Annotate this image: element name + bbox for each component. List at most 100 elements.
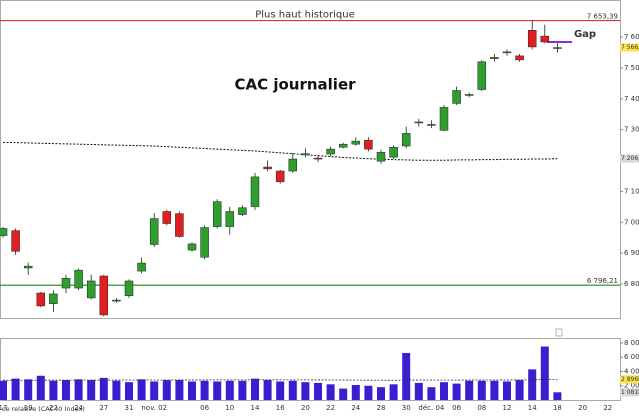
volume-tick-label: 6 000k bbox=[624, 353, 639, 361]
y-tick-label: 7 600 bbox=[624, 33, 639, 41]
candle-body bbox=[49, 293, 58, 305]
x-tick-label: 19 bbox=[24, 404, 33, 412]
volume-bar bbox=[377, 387, 385, 400]
volume-bar bbox=[540, 346, 549, 400]
volume-bar bbox=[74, 379, 83, 400]
level-label: 6 796,21 bbox=[587, 277, 618, 285]
volume-average bbox=[2, 378, 558, 381]
candle-body bbox=[338, 143, 348, 148]
x-tick-label: 14 bbox=[251, 404, 260, 412]
volume-bar bbox=[515, 380, 524, 400]
candle-body bbox=[376, 151, 386, 162]
gap-label: Gap bbox=[574, 29, 596, 40]
x-tick-label: 16 bbox=[276, 404, 285, 412]
x-tick-label: 22 bbox=[603, 404, 612, 412]
candle-body bbox=[162, 211, 172, 224]
volume-bar bbox=[427, 387, 436, 400]
volume-bar bbox=[326, 384, 335, 400]
volume-bar bbox=[288, 380, 297, 400]
volume-bar bbox=[389, 384, 398, 400]
volume-bar bbox=[477, 380, 486, 400]
volume-bar bbox=[238, 380, 247, 400]
volume-average-value-box bbox=[620, 375, 639, 384]
candle-body bbox=[439, 107, 449, 131]
candle-body bbox=[0, 228, 8, 236]
record-label: Plus haut historique bbox=[255, 10, 355, 21]
volume-tick-label: 8 000k bbox=[624, 339, 639, 347]
candle-body bbox=[187, 243, 197, 251]
volume-bar bbox=[503, 381, 511, 400]
candle-body bbox=[288, 158, 298, 172]
volume-bar bbox=[112, 380, 121, 400]
x-tick-label: nov. 02 bbox=[141, 404, 167, 412]
x-tick-label: 17 bbox=[0, 404, 7, 412]
volume-bar bbox=[99, 377, 108, 400]
volume-bar bbox=[414, 382, 423, 400]
x-tick-label: 20 bbox=[578, 404, 587, 412]
volume-bar bbox=[0, 380, 7, 400]
x-tick-label: 22 bbox=[326, 404, 335, 412]
x-tick-label: 24 bbox=[74, 404, 83, 412]
x-tick-label: 08 bbox=[477, 404, 486, 412]
candle-body bbox=[364, 139, 373, 150]
ma-value-box bbox=[620, 154, 639, 163]
candle-body bbox=[23, 265, 33, 269]
candle-body bbox=[351, 140, 361, 145]
y-tick-label: 7 000 bbox=[624, 218, 639, 226]
candle-body bbox=[553, 47, 562, 49]
volume-bar bbox=[351, 385, 360, 400]
volume-last-value: 1 081k bbox=[621, 389, 639, 396]
candle-body bbox=[275, 170, 285, 183]
volume-bar bbox=[452, 383, 461, 400]
volume-bar bbox=[125, 382, 133, 400]
candle-body bbox=[225, 211, 235, 227]
x-tick-label: 06 bbox=[200, 404, 209, 412]
x-tick-label: 18 bbox=[553, 404, 562, 412]
candle-body bbox=[326, 148, 335, 155]
candle-body bbox=[250, 176, 260, 207]
x-tick-label: 20 bbox=[301, 404, 310, 412]
candle-body bbox=[502, 51, 512, 54]
volume-bar bbox=[364, 385, 373, 400]
y-tick-label: 7 100 bbox=[624, 187, 639, 195]
y-tick-label: 7 300 bbox=[624, 126, 639, 134]
volume-bar bbox=[490, 380, 499, 400]
candle-body bbox=[464, 94, 474, 96]
volume-bar bbox=[162, 380, 171, 400]
candle-body bbox=[263, 166, 272, 170]
volume-bar bbox=[225, 380, 234, 400]
volume-bar bbox=[251, 378, 259, 400]
candle-body bbox=[515, 55, 524, 61]
x-tick-label: déc. 04 bbox=[418, 404, 445, 412]
moving-average bbox=[2, 141, 558, 161]
last-price-box bbox=[620, 43, 639, 52]
y-tick-label: 6 900 bbox=[624, 249, 639, 257]
x-tick-label: 31 bbox=[125, 404, 134, 412]
x-tick-label: 24 bbox=[351, 404, 360, 412]
y-tick-label: 6 800 bbox=[624, 280, 639, 288]
volume-bar bbox=[24, 379, 33, 400]
volume-bar bbox=[62, 380, 70, 400]
candle-body bbox=[212, 201, 222, 227]
volume-average-value: 2 896k bbox=[621, 376, 639, 383]
candle-body bbox=[200, 227, 209, 258]
volume-bar bbox=[440, 382, 448, 400]
candle-body bbox=[74, 269, 83, 289]
chart-title: CAC journalier bbox=[234, 76, 356, 94]
volume-bar bbox=[263, 380, 272, 400]
candle-body bbox=[301, 153, 310, 156]
volume-bar bbox=[188, 381, 196, 400]
candle-body bbox=[124, 280, 134, 297]
volume-bar bbox=[314, 382, 322, 400]
volume-bar bbox=[150, 381, 159, 400]
volume-bar bbox=[528, 369, 537, 400]
volume-bar bbox=[49, 380, 58, 400]
candle-body bbox=[490, 57, 499, 59]
x-tick-label: 30 bbox=[402, 404, 411, 412]
volume-bar bbox=[553, 392, 562, 400]
volume-bar bbox=[213, 381, 222, 400]
volume-bar bbox=[137, 379, 146, 400]
candle-body bbox=[86, 280, 96, 299]
y-tick-label: 7 400 bbox=[624, 95, 639, 103]
